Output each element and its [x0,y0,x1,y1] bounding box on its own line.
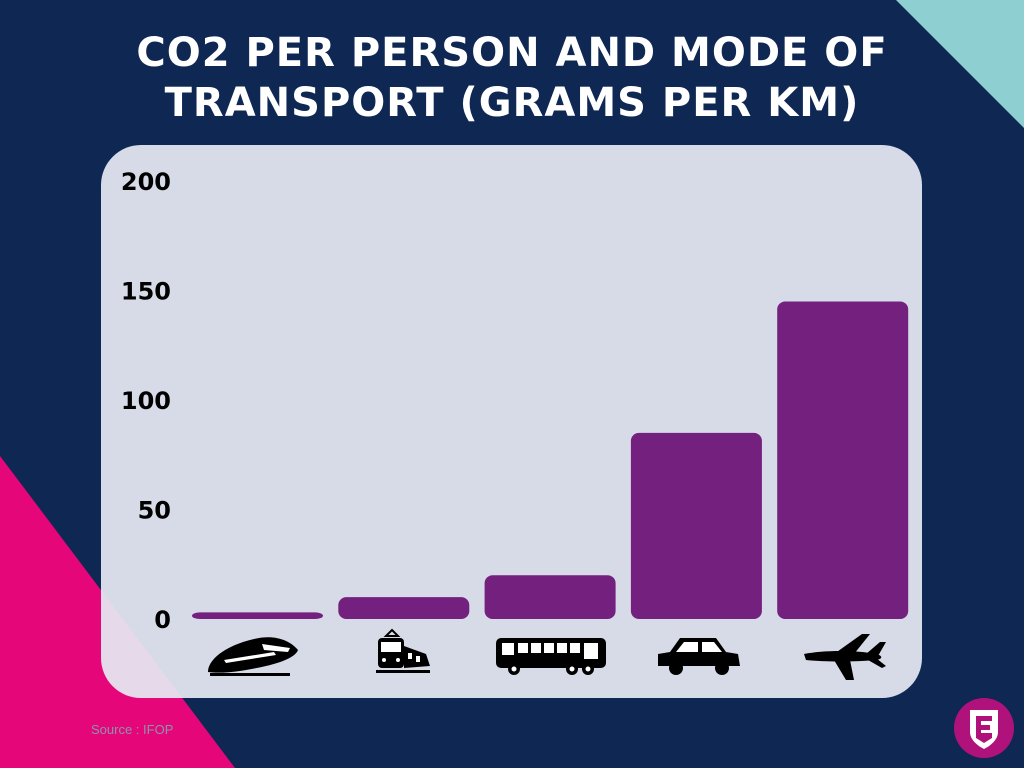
brand-logo[interactable] [954,698,1014,758]
high-speed-train-icon [208,637,298,676]
bar-high-speed-train [192,612,323,619]
chart-title: CO2 PER PERSON AND MODE OF TRANSPORT (GR… [0,28,1024,128]
plane-icon [804,634,886,680]
logo-letter-e-icon [976,716,992,743]
teal-corner-triangle [896,0,1024,128]
y-tick-label: 150 [121,278,171,306]
y-tick-label: 50 [138,497,171,525]
chart-title-line-1: CO2 PER PERSON AND MODE OF [136,30,888,76]
car-icon [658,638,740,675]
tram-icon [376,628,430,673]
bar-car [630,432,762,619]
bus-icon [496,638,606,675]
chart-title-line-2: TRANSPORT (GRAMS PER KM) [164,80,860,126]
bar-tram [338,597,470,619]
bar-plane [777,301,909,619]
bar-bus [484,575,616,619]
y-tick-label: 200 [121,168,171,196]
y-tick-label: 0 [154,606,171,634]
y-tick-label: 100 [121,387,171,415]
source-note: Source : IFOP [91,722,174,737]
